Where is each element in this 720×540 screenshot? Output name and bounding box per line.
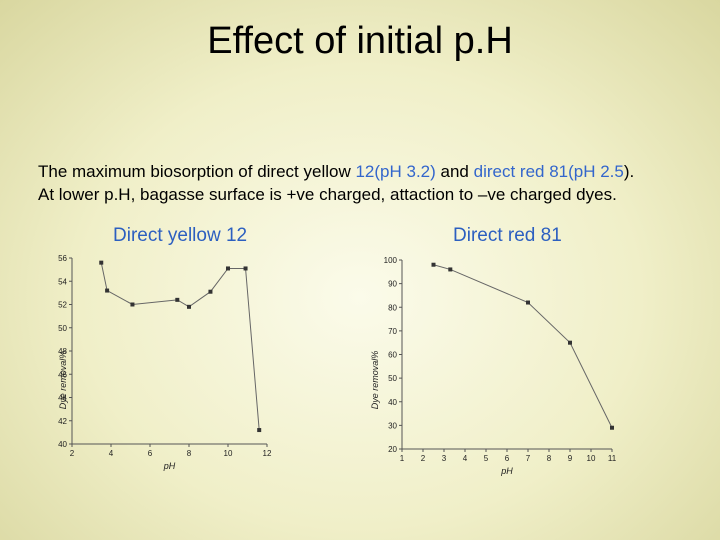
x-tick-label: 6 xyxy=(148,449,153,458)
data-point xyxy=(187,304,191,309)
y-axis-label: Dye removal% xyxy=(58,351,68,410)
data-point xyxy=(130,302,135,307)
x-tick-label: 2 xyxy=(421,454,426,463)
y-tick-label: 48 xyxy=(58,347,67,356)
data-point xyxy=(226,266,230,271)
chart-2-subtitle: Direct red 81 xyxy=(453,225,562,246)
x-tick-label: 7 xyxy=(526,454,531,463)
y-tick-label: 56 xyxy=(58,254,67,263)
data-point xyxy=(526,300,530,305)
y-tick-label: 46 xyxy=(58,370,67,379)
data-point xyxy=(99,260,104,265)
y-tick-label: 44 xyxy=(58,394,67,403)
x-tick-label: 6 xyxy=(505,454,510,463)
desc-highlight-yellow: 12(pH 3.2) xyxy=(355,162,436,181)
x-tick-label: 2 xyxy=(70,449,75,458)
y-tick-label: 20 xyxy=(388,445,397,454)
desc-text-2: and xyxy=(435,162,474,181)
data-point xyxy=(431,262,436,267)
data-point xyxy=(610,425,614,430)
x-axis-label: pH xyxy=(163,461,176,471)
y-tick-label: 52 xyxy=(58,301,67,310)
y-axis-label: Dye removal% xyxy=(370,351,380,410)
chart-1-subtitle: Direct yellow 12 xyxy=(113,225,248,246)
slide-title: Effect of initial p.H xyxy=(207,20,513,62)
description: The maximum biosorption of direct yellow… xyxy=(38,160,708,206)
x-tick-label: 4 xyxy=(463,454,468,463)
series-line xyxy=(433,264,613,428)
x-tick-label: 5 xyxy=(484,454,489,463)
x-axis-label: pH xyxy=(500,466,513,476)
x-tick-label: 1 xyxy=(400,454,405,463)
x-tick-label: 12 xyxy=(263,449,272,458)
data-point xyxy=(243,266,248,271)
x-tick-label: 11 xyxy=(608,454,617,463)
y-tick-label: 30 xyxy=(388,421,397,430)
y-tick-label: 40 xyxy=(388,398,397,407)
y-tick-label: 100 xyxy=(384,256,398,265)
description-line-1: The maximum biosorption of direct yellow… xyxy=(38,160,708,183)
data-point xyxy=(175,297,180,302)
x-tick-label: 3 xyxy=(442,454,447,463)
data-point xyxy=(208,289,213,294)
y-tick-label: 90 xyxy=(388,280,397,289)
y-tick-label: 42 xyxy=(58,417,67,426)
data-point xyxy=(105,288,110,293)
y-tick-label: 54 xyxy=(58,277,67,286)
x-tick-label: 10 xyxy=(224,449,233,458)
y-tick-label: 50 xyxy=(388,374,397,383)
description-line-2: At lower p.H, bagasse surface is +ve cha… xyxy=(38,185,617,204)
series-line xyxy=(100,262,260,431)
desc-highlight-red: direct red 81(pH 2.5 xyxy=(473,162,624,181)
y-tick-label: 60 xyxy=(388,351,397,360)
desc-text-3: ). xyxy=(623,162,635,181)
x-tick-label: 8 xyxy=(547,454,552,463)
data-point xyxy=(257,428,262,433)
x-tick-label: 10 xyxy=(587,454,596,463)
data-point xyxy=(568,340,572,345)
y-tick-label: 50 xyxy=(58,324,67,333)
desc-text-1: The maximum biosorption of direct yellow xyxy=(38,162,356,181)
y-tick-label: 70 xyxy=(388,327,397,336)
x-tick-label: 4 xyxy=(109,449,114,458)
x-tick-label: 9 xyxy=(568,454,573,463)
data-point xyxy=(448,267,453,272)
y-tick-label: 80 xyxy=(388,303,397,312)
y-tick-label: 40 xyxy=(58,440,67,449)
x-tick-label: 8 xyxy=(187,449,192,458)
